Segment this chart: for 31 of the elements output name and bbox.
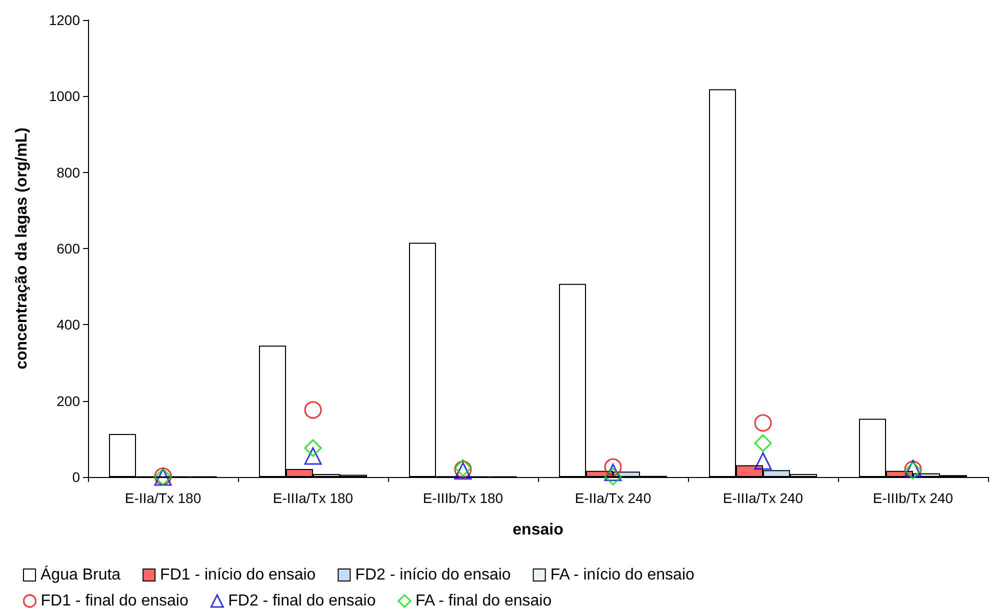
legend-label: FD1 - final do ensaio [40, 592, 188, 610]
x-tick-label: E-IIa/Tx 180 [124, 490, 202, 506]
point [304, 439, 322, 457]
point [604, 458, 622, 476]
y-tick-label: 1200 [48, 12, 80, 28]
point [754, 452, 772, 470]
y-tick-label: 0 [72, 469, 80, 485]
y-tick-label: 800 [56, 164, 80, 180]
legend-label: FD2 - início do ensaio [355, 566, 511, 584]
x-tick-label: E-IIIa/Tx 180 [272, 490, 354, 506]
legend-label: Água Bruta [40, 566, 121, 584]
x-axis-title: ensaio [512, 522, 564, 538]
point [304, 401, 322, 419]
y-tick-label: 1000 [48, 88, 80, 104]
legend-label: FA - início do ensaio [550, 566, 695, 584]
y-tick-label: 200 [56, 392, 80, 409]
legend-label: FD2 - final do ensaio [228, 592, 376, 610]
y-axis-title: concentração da lagas (org/mL) [14, 128, 30, 370]
legend-label: FA - final do ensaio [416, 592, 552, 610]
point [304, 447, 322, 465]
y-tick-label: 400 [56, 316, 80, 333]
y-tick-label: 600 [56, 240, 80, 256]
point [604, 464, 622, 482]
point [604, 468, 622, 486]
x-tick-label: E-IIIb/Tx 180 [422, 490, 504, 506]
point [754, 434, 772, 452]
point [754, 414, 772, 432]
x-tick-label: E-IIa/Tx 240 [574, 490, 652, 506]
x-tick-label: E-IIIa/Tx 240 [722, 490, 804, 506]
x-tick-label: E-IIIb/Tx 240 [872, 490, 954, 506]
legend-label: FD1 - início do ensaio [160, 566, 316, 584]
